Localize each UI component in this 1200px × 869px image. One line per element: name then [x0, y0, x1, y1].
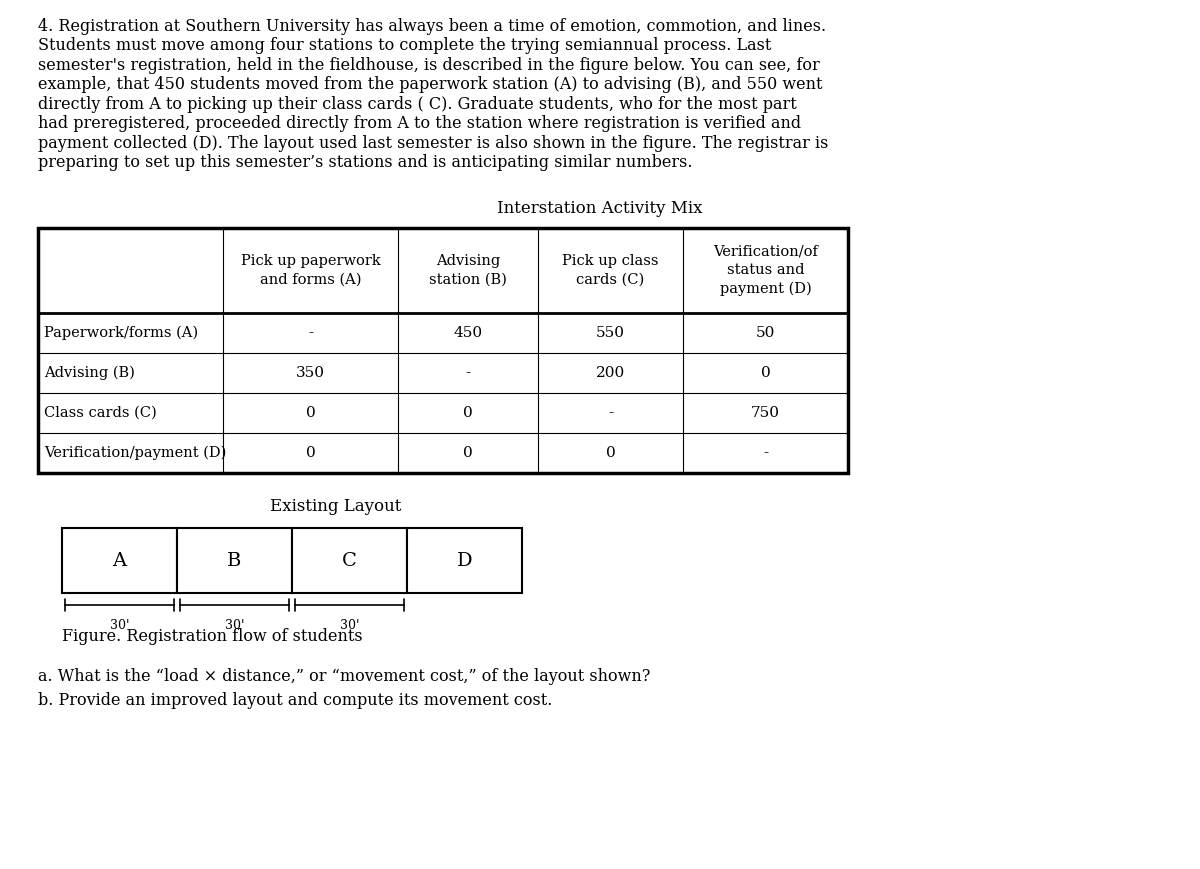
Text: 50: 50 [756, 326, 775, 340]
Text: 30': 30' [224, 619, 245, 632]
Text: example, that 450 students moved from the paperwork station (A) to advising (B),: example, that 450 students moved from th… [38, 76, 822, 94]
Text: Verification/payment (D): Verification/payment (D) [44, 446, 227, 461]
Text: 0: 0 [306, 406, 316, 420]
Text: 750: 750 [751, 406, 780, 420]
Text: -: - [763, 446, 768, 460]
Text: Existing Layout: Existing Layout [270, 498, 401, 515]
Text: A: A [113, 552, 126, 569]
Text: had preregistered, proceeded directly from A to the station where registration i: had preregistered, proceeded directly fr… [38, 116, 802, 132]
Text: payment collected (D). The layout used last semester is also shown in the figure: payment collected (D). The layout used l… [38, 135, 828, 152]
Bar [38, 228, 848, 473]
Text: -: - [466, 366, 470, 380]
Text: -: - [308, 326, 313, 340]
Text: Interstation Activity Mix: Interstation Activity Mix [497, 200, 703, 217]
Text: -: - [608, 406, 613, 420]
Text: Advising
station (B): Advising station (B) [430, 255, 506, 287]
Bar [62, 528, 178, 593]
Text: Figure. Registration flow of students: Figure. Registration flow of students [62, 628, 362, 645]
Text: 350: 350 [296, 366, 325, 380]
Text: B: B [227, 552, 241, 569]
Bar [407, 528, 522, 593]
Text: a. What is the “load × distance,” or “movement cost,” of the layout shown?: a. What is the “load × distance,” or “mo… [38, 668, 650, 685]
Text: 450: 450 [454, 326, 482, 340]
Text: 550: 550 [596, 326, 625, 340]
Text: semester's registration, held in the fieldhouse, is described in the figure belo: semester's registration, held in the fie… [38, 57, 820, 74]
Text: Advising (B): Advising (B) [44, 366, 134, 381]
Bar [292, 528, 407, 593]
Text: D: D [457, 552, 473, 569]
Text: 200: 200 [596, 366, 625, 380]
Text: Students must move among four stations to complete the trying semiannual process: Students must move among four stations t… [38, 37, 772, 55]
Text: directly from A to picking up their class cards ( C). Graduate students, who for: directly from A to picking up their clas… [38, 96, 797, 113]
Text: 0: 0 [463, 406, 473, 420]
Text: Verification/of
status and
payment (D): Verification/of status and payment (D) [713, 245, 818, 296]
Text: 0: 0 [463, 446, 473, 460]
Text: 0: 0 [761, 366, 770, 380]
Text: 0: 0 [306, 446, 316, 460]
Bar [178, 528, 292, 593]
Text: 0: 0 [606, 446, 616, 460]
Text: Paperwork/forms (A): Paperwork/forms (A) [44, 326, 198, 340]
Text: 4. Registration at Southern University has always been a time of emotion, commot: 4. Registration at Southern University h… [38, 18, 826, 35]
Text: C: C [342, 552, 356, 569]
Text: 30': 30' [109, 619, 130, 632]
Text: Pick up class
cards (C): Pick up class cards (C) [563, 255, 659, 287]
Text: b. Provide an improved layout and compute its movement cost.: b. Provide an improved layout and comput… [38, 692, 552, 709]
Text: Pick up paperwork
and forms (A): Pick up paperwork and forms (A) [241, 255, 380, 287]
Text: preparing to set up this semester’s stations and is anticipating similar numbers: preparing to set up this semester’s stat… [38, 155, 692, 171]
Text: Class cards (C): Class cards (C) [44, 406, 157, 420]
Text: 30': 30' [340, 619, 359, 632]
